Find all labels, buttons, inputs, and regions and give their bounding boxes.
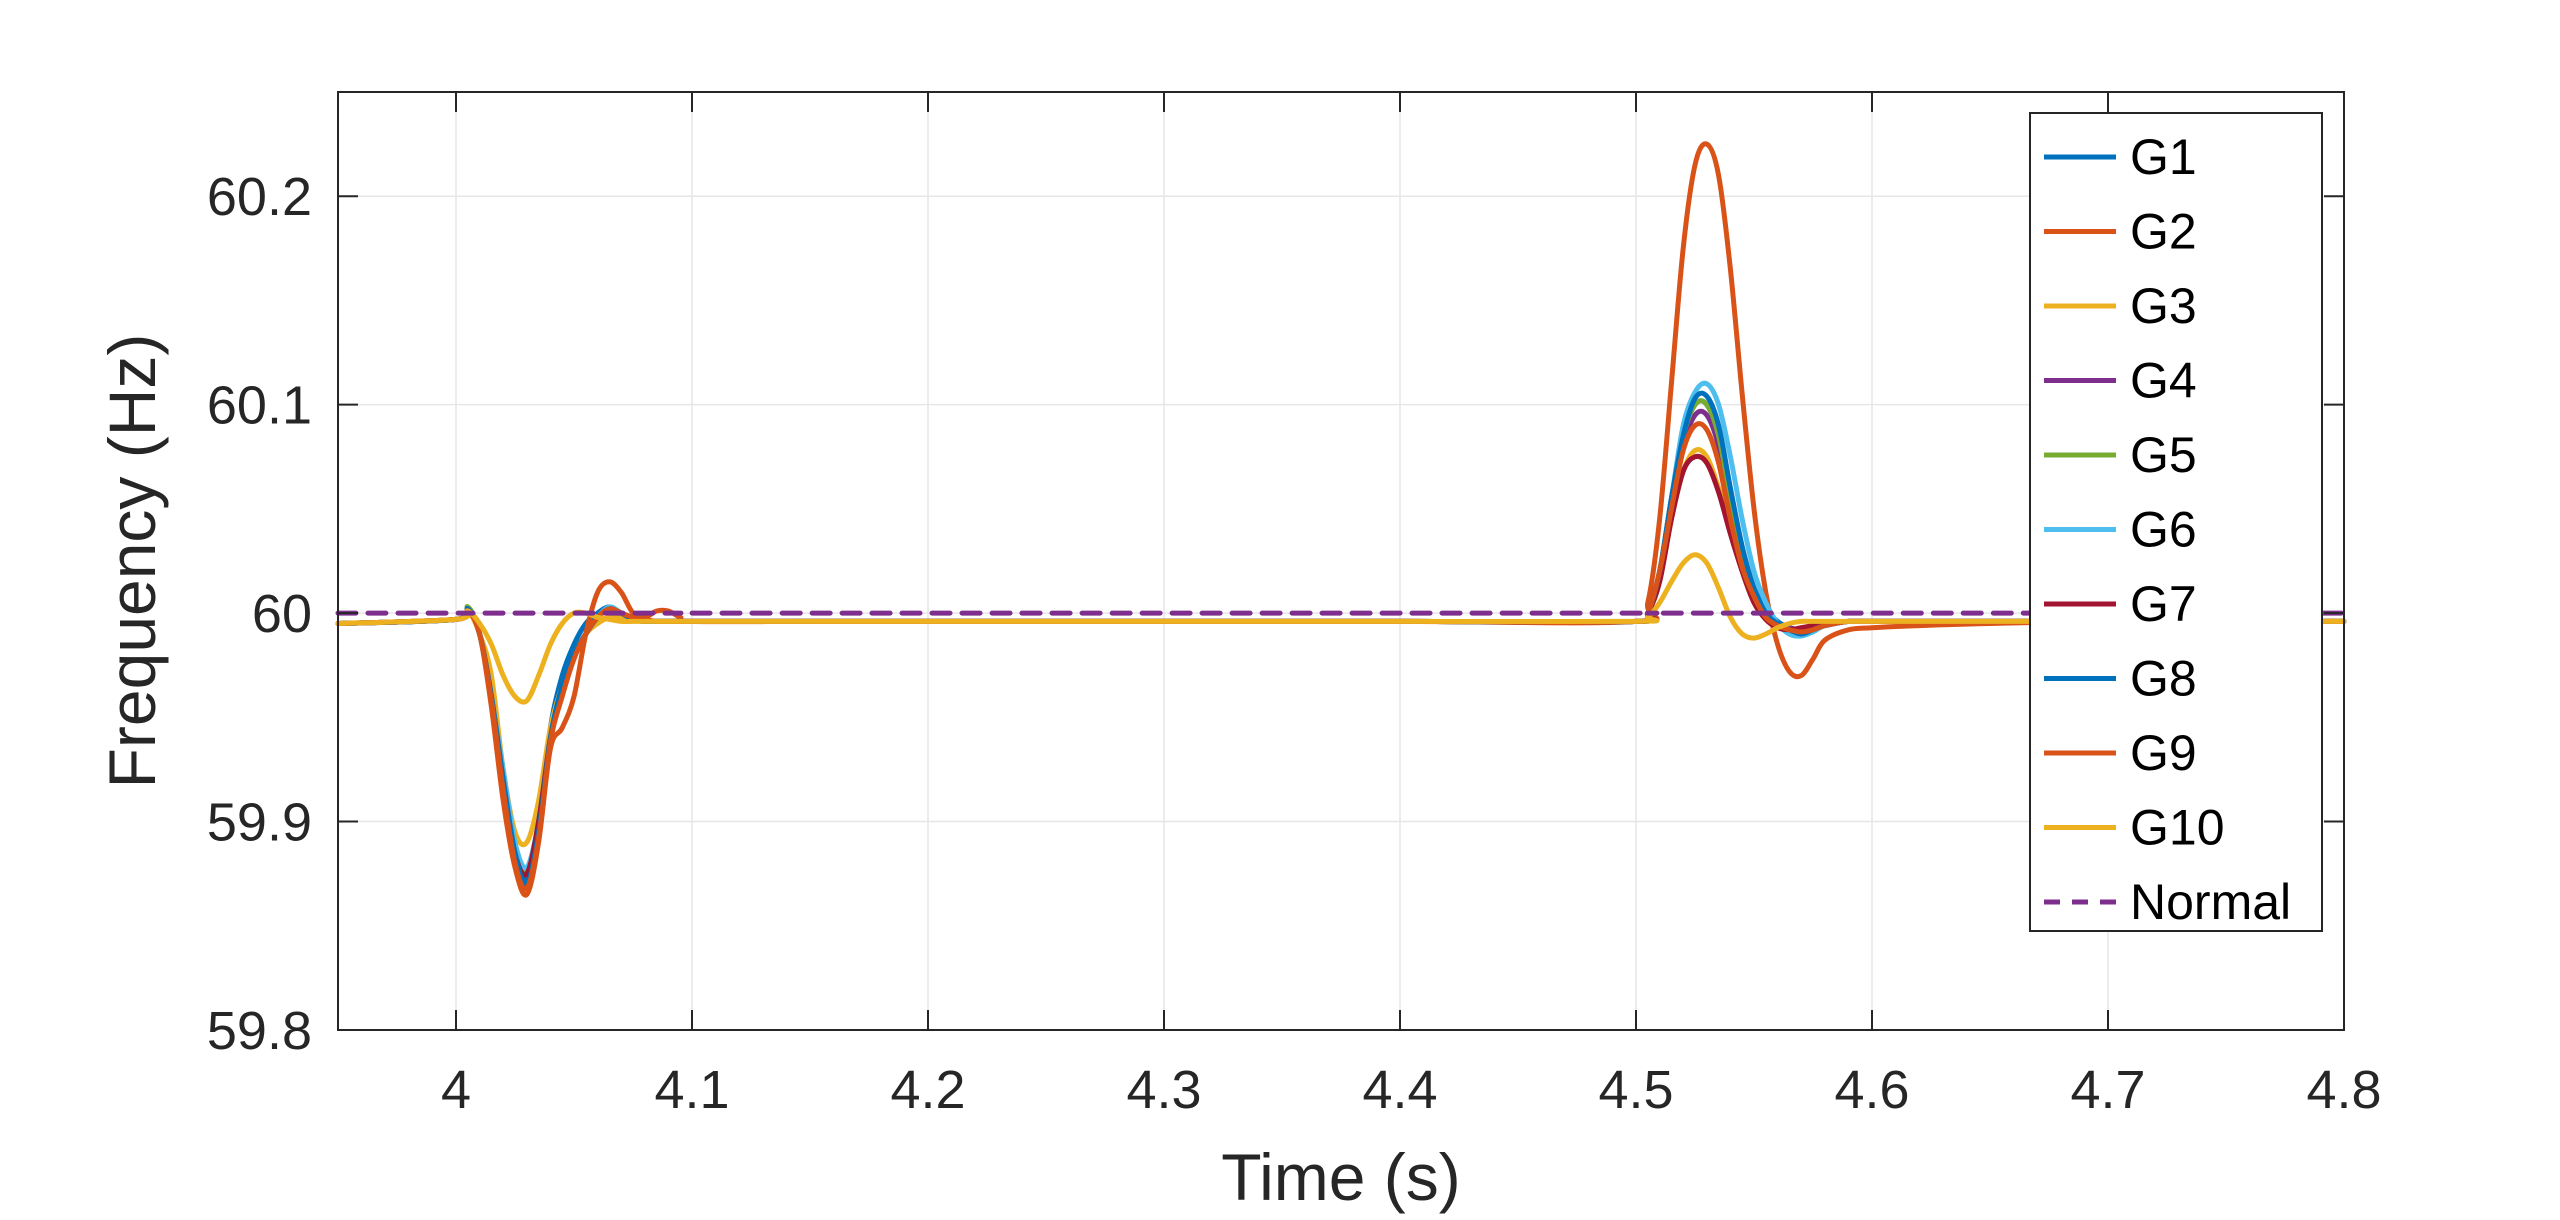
plot-area-border — [337, 91, 2345, 1031]
x-tick-label: 4.8 — [2306, 1060, 2381, 1120]
y-tick-label: 59.9 — [207, 793, 312, 853]
legend-label-g5: G5 — [2130, 427, 2197, 483]
y-tick-label: 60 — [252, 584, 312, 644]
legend-label-g4: G4 — [2130, 353, 2197, 409]
legend-label-normal: Normal — [2130, 874, 2291, 930]
x-tick-label: 4.5 — [1598, 1060, 1673, 1120]
legend-items: G1 G2 G3 G4 G5 G6 G7 G8 G9 G10 Normal — [2044, 129, 2291, 930]
y-tick-label: 59.8 — [207, 1001, 312, 1061]
x-tick-label: 4.7 — [2070, 1060, 2145, 1120]
legend-label-g3: G3 — [2130, 278, 2197, 334]
legend-label-g7: G7 — [2130, 576, 2197, 632]
y-tick-label: 60.2 — [207, 167, 312, 227]
legend-label-g10: G10 — [2130, 800, 2225, 856]
legend-label-g6: G6 — [2130, 502, 2197, 558]
legend-label-g1: G1 — [2130, 129, 2197, 185]
legend-label-g9: G9 — [2130, 725, 2197, 781]
series-layer — [335, 141, 2347, 898]
y-tick-label: 60.1 — [207, 376, 312, 436]
series-line-g10 — [335, 552, 2347, 705]
x-tick-label: 4.4 — [1362, 1060, 1437, 1120]
legend-label-g2: G2 — [2130, 204, 2197, 260]
x-axis-title: Time (s) — [1221, 1140, 1461, 1214]
y-tick-labels: 59.8 59.9 60 60.1 60.2 — [207, 167, 312, 1061]
x-tick-label: 4.1 — [654, 1060, 729, 1120]
legend-label-g8: G8 — [2130, 651, 2197, 707]
x-tick-label: 4.2 — [890, 1060, 965, 1120]
x-tick-labels: 4 4.1 4.2 4.3 4.4 4.5 4.6 4.7 4.8 — [441, 1060, 2382, 1120]
x-tick-label: 4 — [441, 1060, 471, 1120]
y-axis-title: Frequency (Hz) — [95, 334, 169, 789]
legend-box — [2029, 112, 2323, 932]
legend: G1 G2 G3 G4 G5 G6 G7 G8 G9 G10 Normal — [2029, 112, 2323, 932]
x-tick-label: 4.6 — [1834, 1060, 1909, 1120]
axis-ticks — [338, 92, 2345, 1031]
x-tick-label: 4.3 — [1126, 1060, 1201, 1120]
